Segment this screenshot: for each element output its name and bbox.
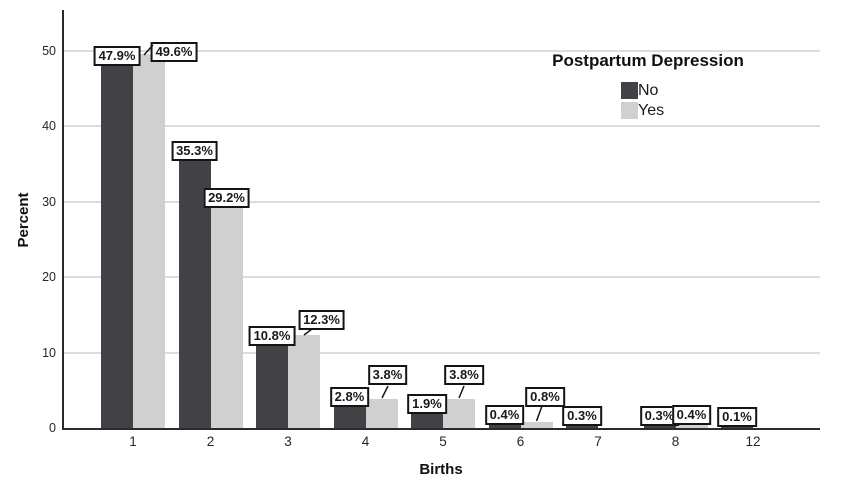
bar-no-7	[566, 425, 598, 428]
x-tick-label: 6	[516, 434, 525, 449]
x-tick-label: 12	[745, 434, 761, 449]
data-label-yes-3: 12.3%	[298, 310, 345, 330]
data-label-no-3: 10.8%	[248, 326, 296, 347]
x-tick-label: 8	[671, 434, 680, 449]
legend-item-label: Yes	[638, 102, 665, 119]
data-label-no-12: 0.1%	[717, 407, 757, 428]
data-label-yes-2: 29.2%	[203, 187, 250, 208]
y-tick-label: 0	[49, 421, 56, 435]
legend-swatch-no	[621, 82, 638, 99]
gridline	[64, 276, 820, 278]
bar-no-8	[643, 425, 676, 428]
data-label-no-8: 0.3%	[639, 405, 680, 426]
x-tick-label: 3	[284, 434, 292, 449]
x-tick-label: 2	[206, 434, 215, 449]
x-axis-title: Births	[419, 461, 463, 478]
gridline	[64, 351, 820, 354]
data-label-yes-8: 0.4%	[671, 404, 712, 425]
data-label-yes-4: 3.8%	[367, 365, 408, 385]
gridline	[64, 200, 820, 203]
x-tick-label: 7	[594, 434, 602, 449]
bar-no-6	[488, 424, 521, 428]
data-label-yes-6: 0.8%	[525, 387, 565, 407]
gridline	[64, 125, 820, 127]
bar-yes-3	[288, 335, 320, 428]
x-tick-label: 5	[439, 434, 447, 449]
data-label-no-6: 0.4%	[484, 404, 525, 425]
legend-title: Postpartum Depression	[552, 51, 744, 70]
data-label-yes-5: 3.8%	[444, 365, 484, 385]
bar-yes-2	[210, 207, 243, 428]
legend-item-no: No	[621, 81, 658, 100]
y-axis-title: Percent	[15, 192, 32, 248]
legend-item-label: No	[638, 82, 659, 99]
y-tick-label: 50	[42, 43, 56, 58]
bar-yes-5	[443, 399, 475, 428]
bar-no-3	[256, 346, 288, 428]
data-label-no-7: 0.3%	[562, 405, 602, 426]
bar-no-12	[721, 427, 753, 428]
data-label-yes-1: 49.6%	[150, 42, 198, 62]
bar-no-1	[101, 66, 133, 428]
y-axis-line	[62, 10, 64, 430]
legend-swatch-yes	[621, 102, 638, 119]
bar-yes-1	[133, 53, 165, 428]
x-tick-label: 1	[129, 434, 137, 449]
bar-yes-4	[365, 399, 398, 428]
y-tick-label: 20	[42, 270, 56, 284]
data-label-no-5: 1.9%	[407, 393, 447, 414]
legend-item-yes: Yes	[621, 101, 664, 120]
y-tick-label: 10	[42, 345, 56, 360]
bar-no-4	[333, 406, 366, 428]
gridline	[64, 49, 820, 52]
bar-yes-6	[520, 421, 553, 428]
y-tick-label: 30	[42, 194, 56, 209]
x-tick-label: 4	[361, 434, 370, 449]
x-axis-line	[62, 428, 820, 430]
data-label-no-2: 35.3%	[171, 141, 218, 162]
data-label-no-4: 2.8%	[329, 386, 370, 407]
data-label-no-1: 47.9%	[93, 46, 141, 67]
y-tick-label: 40	[42, 119, 56, 133]
bar-no-5	[411, 413, 443, 428]
bar-yes-8	[675, 424, 708, 428]
